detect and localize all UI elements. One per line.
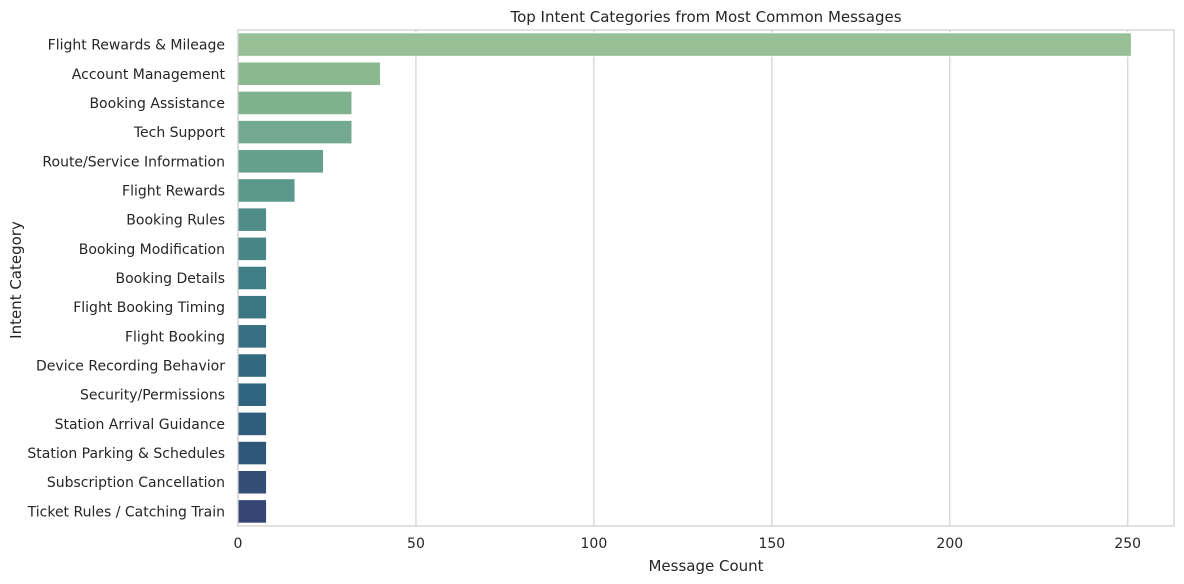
bar <box>237 90 353 116</box>
y-tick-label: Flight Booking <box>125 329 225 345</box>
bar <box>237 32 1132 57</box>
bar <box>237 382 267 407</box>
x-tick-label: 250 <box>1114 536 1141 552</box>
bar <box>237 324 267 349</box>
plot-frame <box>237 29 1175 527</box>
bar <box>237 411 267 436</box>
y-tick-label: Security/Permissions <box>80 388 225 404</box>
y-tick-label: Route/Service Information <box>42 154 225 170</box>
bar <box>237 178 296 203</box>
y-tick-label: Tech Support <box>133 125 226 141</box>
bar <box>237 470 267 495</box>
x-tick-label: 100 <box>581 536 608 552</box>
chart-title: Top Intent Categories from Most Common M… <box>509 8 901 26</box>
y-tick-label: Flight Rewards & Mileage <box>48 38 225 54</box>
x-tick-label: 50 <box>407 536 425 552</box>
y-axis-label: Intent Category <box>7 221 25 339</box>
y-tick-label: Flight Rewards <box>122 183 225 199</box>
y-tick-label: Booking Details <box>116 271 225 287</box>
bar <box>237 265 267 291</box>
x-axis-label: Message Count <box>648 557 763 575</box>
bar <box>237 295 267 320</box>
y-tick-label: Account Management <box>72 67 226 83</box>
bar <box>237 236 267 261</box>
bar <box>237 499 267 524</box>
bar <box>237 149 324 174</box>
y-tick-label: Flight Booking Timing <box>73 300 225 316</box>
bar <box>237 120 353 145</box>
y-tick-label: Subscription Cancellation <box>47 475 225 491</box>
bar <box>237 61 381 86</box>
y-tick-label: Device Recording Behavior <box>36 359 225 375</box>
y-tick-label: Booking Modification <box>79 242 225 258</box>
y-tick-label: Station Arrival Guidance <box>55 417 225 433</box>
x-tick-labels: 0 50 100 150 200 250 <box>234 536 1142 552</box>
y-tick-labels: Flight Rewards & Mileage Account Manageme… <box>27 38 226 521</box>
y-tick-label: Booking Rules <box>126 213 225 229</box>
x-tick-label: 0 <box>234 536 243 552</box>
bar <box>237 207 267 232</box>
bar <box>237 353 267 378</box>
x-tick-label: 200 <box>936 536 963 552</box>
y-tick-label: Ticket Rules / Catching Train <box>27 504 225 520</box>
y-tick-label: Station Parking & Schedules <box>27 446 225 462</box>
y-tick-label: Booking Assistance <box>89 96 225 112</box>
bar <box>237 440 267 466</box>
x-tick-label: 150 <box>758 536 785 552</box>
